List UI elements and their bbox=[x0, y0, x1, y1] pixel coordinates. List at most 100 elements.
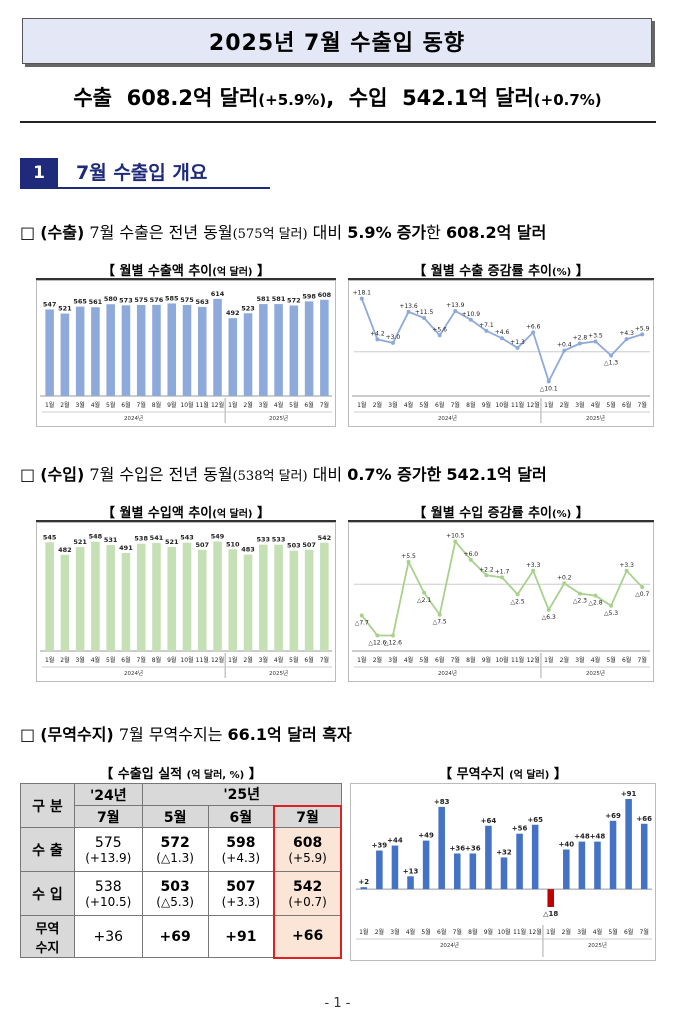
data-label: 598 bbox=[302, 292, 316, 300]
bar bbox=[60, 313, 70, 396]
data-label: △12.6 bbox=[384, 639, 402, 646]
bar bbox=[304, 301, 314, 396]
data-label: 565 bbox=[73, 298, 87, 306]
table-cell: +36 bbox=[73, 915, 143, 958]
x-tick-label: 9월 bbox=[484, 928, 493, 936]
data-label: △6.3 bbox=[542, 614, 556, 621]
data-point bbox=[437, 612, 442, 617]
row-label: 수 출 bbox=[20, 827, 75, 872]
data-label: +36 bbox=[449, 844, 465, 852]
bar bbox=[289, 305, 299, 396]
x-tick-label: 9월 bbox=[167, 656, 176, 664]
x-tick-label: 12월 bbox=[211, 656, 224, 664]
bar bbox=[438, 806, 445, 890]
data-label: +48 bbox=[574, 833, 590, 841]
table-cell: 507 (+3.3) bbox=[207, 871, 275, 916]
bar bbox=[422, 840, 430, 890]
bar bbox=[45, 542, 54, 651]
bar bbox=[182, 542, 192, 651]
data-point bbox=[624, 568, 629, 573]
data-label: 521 bbox=[165, 538, 179, 546]
x-tick-label: 6월 bbox=[624, 928, 633, 936]
bar bbox=[469, 853, 477, 890]
x-tick-label: 5월 bbox=[106, 401, 115, 409]
bar bbox=[578, 841, 586, 890]
x-tick-label: 4월 bbox=[404, 401, 413, 409]
x-tick-label: 8월 bbox=[466, 656, 475, 664]
table-cell: +66 bbox=[273, 915, 342, 959]
x-tick-label: 2월 bbox=[375, 928, 384, 936]
data-label: +69 bbox=[605, 812, 621, 820]
table-month-header: 6월 bbox=[207, 805, 275, 828]
x-tick-label: 1월 bbox=[357, 656, 366, 664]
x-tick-label: 7월 bbox=[137, 656, 146, 664]
data-point bbox=[453, 539, 458, 544]
x-tick-label: 2월 bbox=[560, 656, 569, 664]
x-tick-label: 2월 bbox=[373, 401, 382, 409]
data-label: +65 bbox=[527, 816, 543, 824]
bar bbox=[106, 304, 115, 396]
x-tick-label: 4월 bbox=[591, 401, 600, 409]
data-label: 548 bbox=[89, 533, 103, 541]
x-tick-label: 5월 bbox=[608, 928, 617, 936]
data-label: 581 bbox=[257, 295, 271, 303]
x-tick-label: 11월 bbox=[196, 656, 209, 664]
x-tick-label: 1월 bbox=[359, 928, 368, 936]
data-point bbox=[359, 296, 364, 301]
data-label: +4.3 bbox=[619, 330, 634, 337]
x-tick-label: 7월 bbox=[137, 401, 146, 409]
data-label: 608 bbox=[318, 291, 332, 299]
year-label: 2025년 bbox=[269, 669, 288, 677]
bar bbox=[485, 825, 492, 890]
data-label: △2.5 bbox=[511, 598, 525, 605]
export-amount-chart-title: 【 월별 수출액 추이(억 달러) 】 bbox=[101, 264, 271, 279]
year-label: 2024년 bbox=[124, 414, 143, 422]
x-tick-label: 5월 bbox=[606, 401, 615, 409]
data-label: 575 bbox=[134, 296, 148, 304]
data-label: 581 bbox=[272, 295, 286, 303]
x-tick-label: 5월 bbox=[419, 656, 428, 664]
data-point bbox=[422, 590, 427, 595]
x-tick-label: 3월 bbox=[390, 928, 399, 936]
bar bbox=[167, 547, 177, 651]
bar bbox=[274, 304, 283, 396]
bar bbox=[136, 305, 146, 396]
data-label: +1.3 bbox=[510, 339, 525, 346]
data-point bbox=[531, 568, 536, 573]
x-tick-label: 3월 bbox=[577, 928, 586, 936]
x-tick-label: 10월 bbox=[497, 928, 510, 936]
bar bbox=[213, 541, 222, 651]
data-point bbox=[390, 340, 395, 345]
chart-underline bbox=[348, 520, 654, 522]
data-label: △7.5 bbox=[433, 619, 447, 626]
x-tick-label: 1월 bbox=[546, 928, 555, 936]
x-tick-label: 2월 bbox=[243, 656, 252, 664]
bar bbox=[197, 306, 207, 396]
table-cell: +91 bbox=[207, 915, 275, 958]
chart-frame bbox=[350, 783, 656, 961]
data-point bbox=[422, 315, 427, 320]
data-label: 538 bbox=[134, 535, 148, 543]
data-label: +2 bbox=[358, 878, 369, 886]
data-label: +49 bbox=[418, 832, 434, 840]
data-label: 507 bbox=[195, 541, 209, 549]
data-label: 533 bbox=[272, 536, 286, 544]
section-number: 1 bbox=[20, 158, 58, 188]
bar bbox=[213, 298, 222, 396]
data-point bbox=[546, 379, 551, 384]
data-point bbox=[437, 333, 442, 338]
bar bbox=[259, 304, 268, 396]
performance-table: 구 분 '24년 '25년 7월 5월 6월 7월 수 출 575 (+13.9)… bbox=[20, 783, 342, 959]
data-label: 521 bbox=[73, 538, 87, 546]
data-label: 491 bbox=[119, 544, 133, 552]
data-label: +40 bbox=[559, 841, 575, 849]
section-underline bbox=[20, 187, 270, 189]
year-label: 2025년 bbox=[586, 669, 605, 677]
x-tick-label: 9월 bbox=[167, 401, 176, 409]
data-label: +56 bbox=[512, 825, 528, 833]
data-label: 572 bbox=[287, 297, 301, 305]
data-label: △0.7 bbox=[635, 591, 649, 598]
data-label: 580 bbox=[104, 295, 118, 303]
headline: 수출 608.2억 달러(+5.9%), 수입 542.1억 달러(+0.7%) bbox=[73, 86, 602, 110]
page-title: 2025년 7월 수출입 동향 bbox=[22, 18, 652, 64]
